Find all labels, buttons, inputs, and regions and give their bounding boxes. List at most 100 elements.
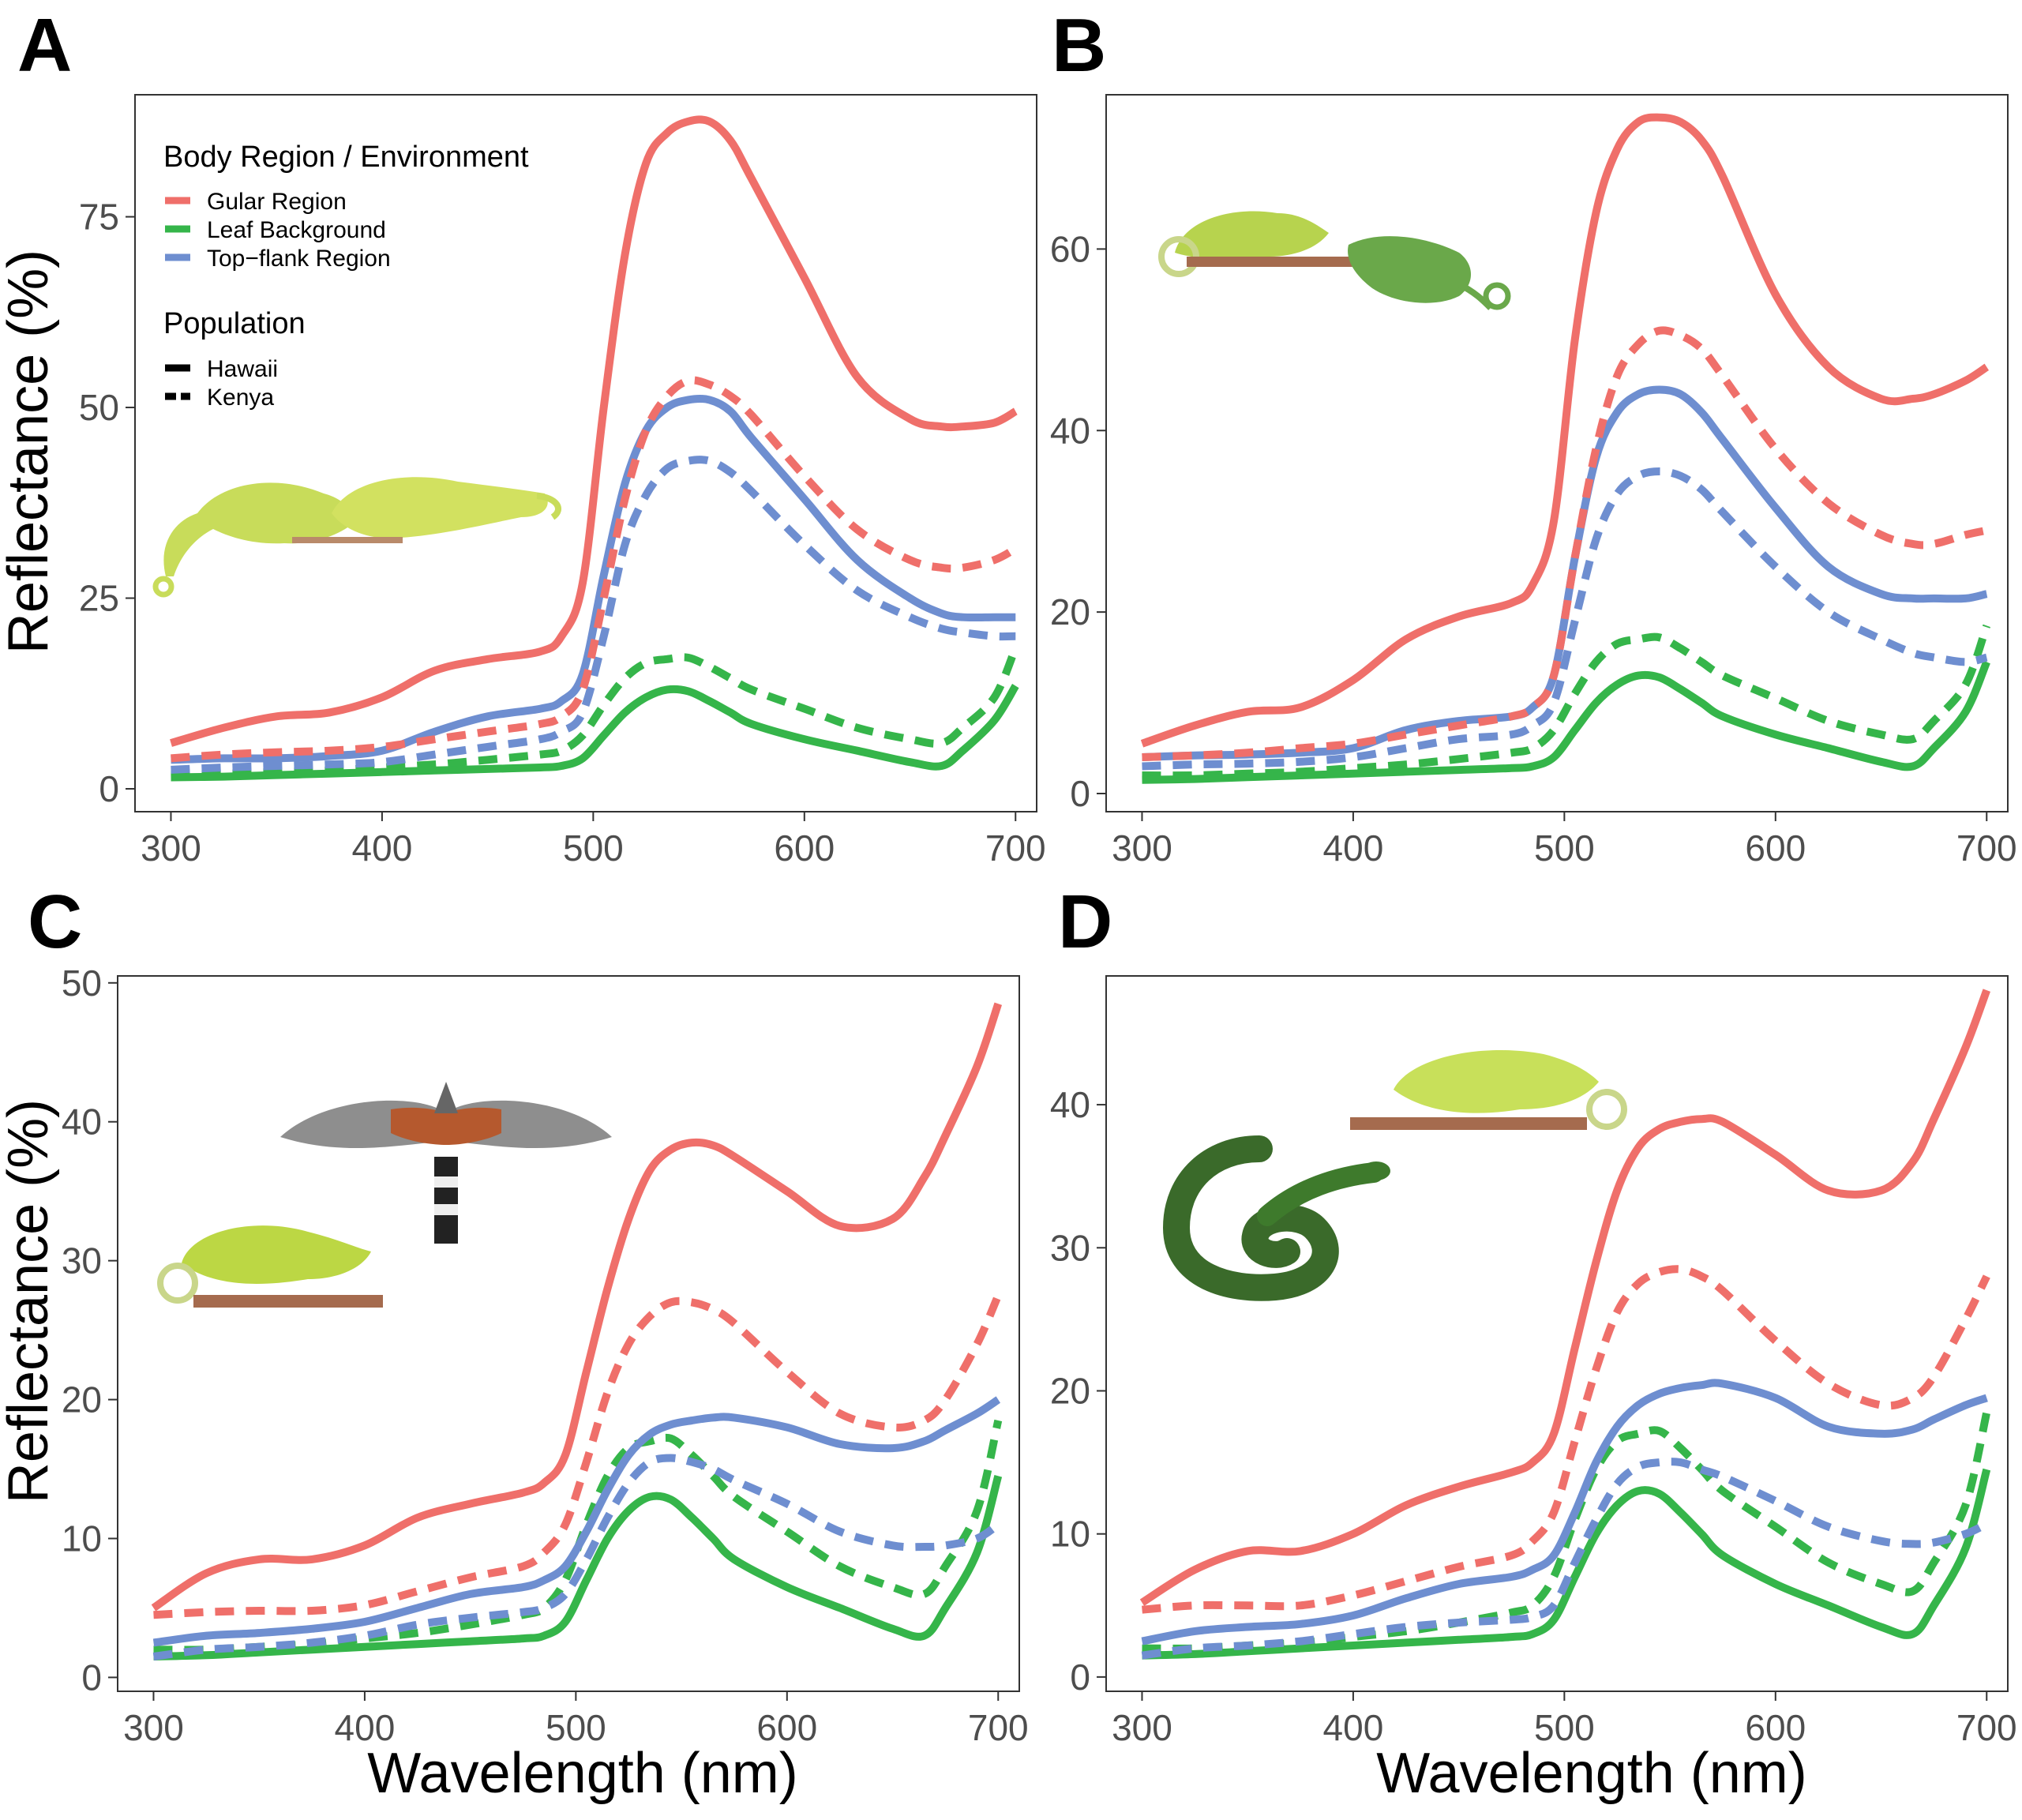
y-tick-label-b-20: 20: [1050, 591, 1090, 632]
y-tick-label-c-0: 0: [81, 1657, 102, 1698]
x-tick-label-a-700: 700: [985, 827, 1046, 869]
x-tick-label-b-500: 500: [1534, 827, 1595, 869]
x-tick-label-b-600: 600: [1745, 827, 1806, 869]
y-tick-label-d-10: 10: [1050, 1514, 1090, 1555]
y-tick-label-b-0: 0: [1070, 773, 1090, 814]
legend-linetype-title: Population: [163, 307, 306, 340]
panel-letter-c: C: [28, 880, 82, 964]
legend-label-kenya: Kenya: [207, 385, 274, 411]
series-line-c-leaf-background-kenya: [153, 1419, 1003, 1654]
series-b: [1140, 113, 1991, 784]
series-line-d-top-flank-region-kenya: [1141, 1458, 1989, 1660]
panel-b: B 300 400 500 600 700 0 20 40 60: [1050, 3, 2017, 869]
series-line-b-top-flank-region-kenya: [1142, 467, 1988, 771]
x-axis-title-c: Wavelength (nm): [367, 1742, 798, 1805]
legend-label-hawaii: Hawaii: [207, 356, 278, 382]
y-tick-label-a-50: 50: [79, 387, 119, 428]
series-line-d-top-flank-region-hawaii: [1141, 1379, 1988, 1646]
y-tick-label-a-75: 75: [79, 197, 119, 238]
series-line-a-gular-region-kenya: [171, 376, 1018, 763]
legend-label-topflank: Top−flank Region: [207, 246, 391, 272]
x-tick-label-d-700: 700: [1956, 1707, 2017, 1748]
x-tick-label-d-500: 500: [1534, 1707, 1595, 1748]
series-line-b-leaf-background-hawaii: [1142, 660, 1990, 784]
series-line-d-leaf-background-hawaii: [1142, 1468, 1991, 1660]
x-tick-label-a-600: 600: [774, 827, 835, 869]
x-tick-label-b-300: 300: [1112, 827, 1172, 869]
panel-d: D Wavelength (nm) 300 400 500 600 7000102030…: [1050, 880, 2017, 1805]
y-tick-label-d-20: 20: [1050, 1370, 1090, 1411]
legend-label-leaf: Leaf Background: [207, 217, 386, 243]
series-line-c-leaf-background-hawaii: [153, 1474, 1003, 1661]
y-tick-label-c-40: 40: [62, 1101, 102, 1143]
y-tick-label-c-30: 30: [62, 1240, 102, 1282]
series-line-b-gular-region-kenya: [1142, 326, 1988, 761]
plot-frame-b: [1105, 94, 2009, 812]
series-line-d-gular-region-kenya: [1142, 1265, 1990, 1614]
series-line-a-leaf-background-hawaii: [171, 683, 1019, 782]
plot-frame-c: [117, 975, 1020, 1692]
series-line-a-gular-region-hawaii: [170, 115, 1018, 747]
series-line-a-top-flank-region-kenya: [171, 456, 1016, 774]
x-tick-label-a-300: 300: [141, 827, 201, 869]
ticks-c: 300 400 500 600 700 0 10 20 30 40 50: [62, 963, 1029, 1748]
illustrations-c: [157, 1082, 612, 1308]
illustrations-b: [1158, 211, 1511, 310]
x-tick-label-b-400: 400: [1323, 827, 1384, 869]
two-chameleons-illustration: [1158, 211, 1511, 310]
series-line-c-gular-region-kenya: [153, 1293, 1002, 1619]
y-axis-title-c: Reflectance (%): [0, 1099, 60, 1503]
series-line-b-top-flank-region-hawaii: [1142, 385, 1988, 761]
chameleon-illustration: [1350, 1050, 1627, 1130]
panel-letter-a: A: [17, 3, 72, 88]
series-a: [170, 115, 1019, 782]
ticks-d: 300 400 500 600 700 0 10 20 30 40: [1050, 1084, 2017, 1748]
series-line-c-top-flank-region-kenya: [152, 1454, 1001, 1661]
illustrations-d: [1162, 1050, 1627, 1301]
x-tick-label-c-300: 300: [123, 1707, 184, 1748]
x-tick-label-d-400: 400: [1323, 1707, 1384, 1748]
series-line-c-gular-region-hawaii: [151, 1002, 1003, 1612]
chameleon-illustration: [157, 1225, 383, 1308]
panel-a: A Reflectance (%) 300 400 500 600 700 0 25 50 75…: [0, 3, 1046, 869]
ticks-b: 300 400 500 600 700 0 20 40 60: [1050, 228, 2017, 869]
panel-letter-b: B: [1052, 3, 1106, 88]
y-tick-label-d-0: 0: [1070, 1657, 1090, 1698]
series-line-d-leaf-background-kenya: [1142, 1411, 1991, 1653]
x-tick-label-d-600: 600: [1745, 1707, 1806, 1748]
series-line-a-top-flank-region-hawaii: [171, 394, 1016, 764]
y-tick-label-a-0: 0: [99, 768, 119, 809]
series-d: [1139, 989, 1991, 1660]
x-tick-label-d-300: 300: [1112, 1707, 1172, 1748]
plot-frame-a: [134, 94, 1037, 812]
series-c: [151, 1002, 1003, 1661]
x-tick-label-b-700: 700: [1956, 827, 2017, 869]
x-axis-title-d: Wavelength (nm): [1376, 1742, 1807, 1805]
series-line-b-leaf-background-kenya: [1142, 624, 1991, 780]
x-tick-label-c-600: 600: [756, 1707, 817, 1748]
x-tick-label-c-400: 400: [335, 1707, 396, 1748]
series-line-d-gular-region-hawaii: [1139, 989, 1990, 1606]
plot-frame-d: [1105, 975, 2009, 1692]
y-tick-label-d-40: 40: [1050, 1084, 1090, 1125]
y-tick-label-c-50: 50: [62, 963, 102, 1004]
y-axis-title-a: Reflectance (%): [0, 250, 60, 654]
panel-c: C Reflectance (%) Wavelength (nm) 300 400…: [0, 880, 1029, 1805]
x-tick-label-a-500: 500: [563, 827, 624, 869]
snake-illustration: [1162, 1135, 1390, 1301]
series-line-c-top-flank-region-hawaii: [152, 1396, 1001, 1647]
x-tick-label-c-500: 500: [546, 1707, 606, 1748]
y-tick-label-b-40: 40: [1050, 410, 1090, 451]
ticks-a: 300 400 500 600 700 0 25 50 75: [79, 197, 1046, 869]
panel-letter-d: D: [1058, 880, 1112, 964]
two-chameleons-illustration: [152, 477, 561, 598]
x-tick-label-c-700: 700: [968, 1707, 1029, 1748]
y-tick-label-c-10: 10: [62, 1518, 102, 1559]
legend-a: Body Region / Environment Gular Region L…: [163, 141, 529, 411]
illustrations-a: [152, 477, 561, 598]
y-tick-label-a-25: 25: [79, 578, 119, 619]
y-tick-label-b-60: 60: [1050, 228, 1090, 269]
hawk-illustration: [280, 1082, 612, 1244]
legend-color-title: Body Region / Environment: [163, 141, 529, 174]
